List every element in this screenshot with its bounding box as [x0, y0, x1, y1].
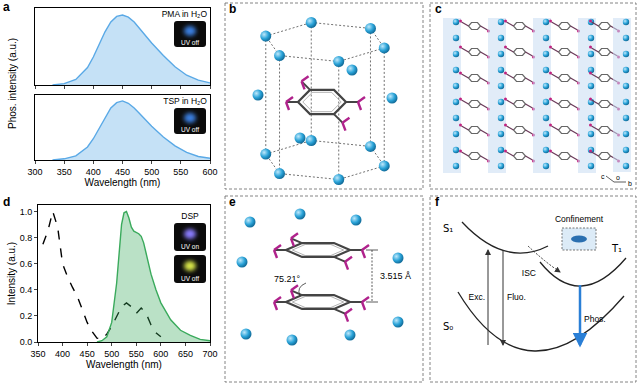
svg-text:f: f — [435, 195, 440, 209]
svg-text:550: 550 — [129, 349, 144, 359]
svg-text:UV off: UV off — [181, 126, 199, 133]
svg-text:Intensity (a.u.): Intensity (a.u.) — [6, 242, 17, 305]
svg-text:300: 300 — [27, 167, 42, 177]
svg-text:450: 450 — [115, 167, 130, 177]
svg-text:3.515 Å: 3.515 Å — [380, 271, 411, 281]
svg-text:DSP: DSP — [181, 211, 199, 221]
svg-text:Fluo.: Fluo. — [507, 292, 526, 302]
svg-text:Confinement: Confinement — [555, 214, 604, 224]
svg-text:Wavelength (nm): Wavelength (nm) — [85, 177, 161, 188]
svg-text:75.21°: 75.21° — [274, 274, 301, 284]
svg-text:0.0: 0.0 — [20, 337, 33, 347]
svg-text:450: 450 — [80, 349, 95, 359]
svg-text:TSP in H₂O: TSP in H₂O — [163, 96, 207, 106]
svg-text:UV off: UV off — [181, 39, 199, 46]
svg-text:1.0: 1.0 — [20, 207, 33, 217]
svg-text:Phos.: Phos. — [584, 314, 606, 324]
svg-text:Exc.: Exc. — [468, 292, 485, 302]
svg-text:b: b — [628, 180, 632, 187]
svg-text:350: 350 — [57, 167, 72, 177]
svg-text:a: a — [3, 0, 10, 14]
svg-text:400: 400 — [55, 349, 70, 359]
svg-text:c: c — [435, 2, 442, 16]
svg-text:b: b — [229, 2, 236, 16]
svg-text:PMA in H₂O: PMA in H₂O — [162, 9, 208, 19]
svg-text:700: 700 — [202, 349, 217, 359]
svg-text:UV on: UV on — [181, 243, 199, 250]
svg-text:d: d — [3, 195, 10, 209]
svg-text:650: 650 — [178, 349, 193, 359]
svg-text:o: o — [616, 174, 620, 181]
svg-text:400: 400 — [86, 167, 101, 177]
svg-text:550: 550 — [173, 167, 188, 177]
svg-text:c: c — [601, 173, 605, 180]
svg-text:500: 500 — [144, 167, 159, 177]
svg-text:S₀: S₀ — [443, 321, 453, 332]
svg-text:Wavelength (nm): Wavelength (nm) — [86, 359, 162, 370]
svg-text:0.8: 0.8 — [20, 233, 33, 243]
svg-text:T₁: T₁ — [611, 243, 622, 254]
svg-text:0.6: 0.6 — [20, 259, 33, 269]
svg-text:500: 500 — [104, 349, 119, 359]
svg-text:600: 600 — [202, 167, 217, 177]
svg-text:Phos. intensity (a.u.): Phos. intensity (a.u.) — [7, 38, 18, 129]
svg-text:ISC: ISC — [522, 268, 536, 278]
svg-text:S₁: S₁ — [443, 223, 453, 234]
svg-text:UV off: UV off — [181, 275, 199, 282]
svg-text:0.2: 0.2 — [20, 311, 33, 321]
svg-text:350: 350 — [30, 349, 45, 359]
svg-text:0.4: 0.4 — [20, 285, 33, 295]
svg-text:e: e — [229, 195, 236, 209]
svg-text:600: 600 — [153, 349, 168, 359]
